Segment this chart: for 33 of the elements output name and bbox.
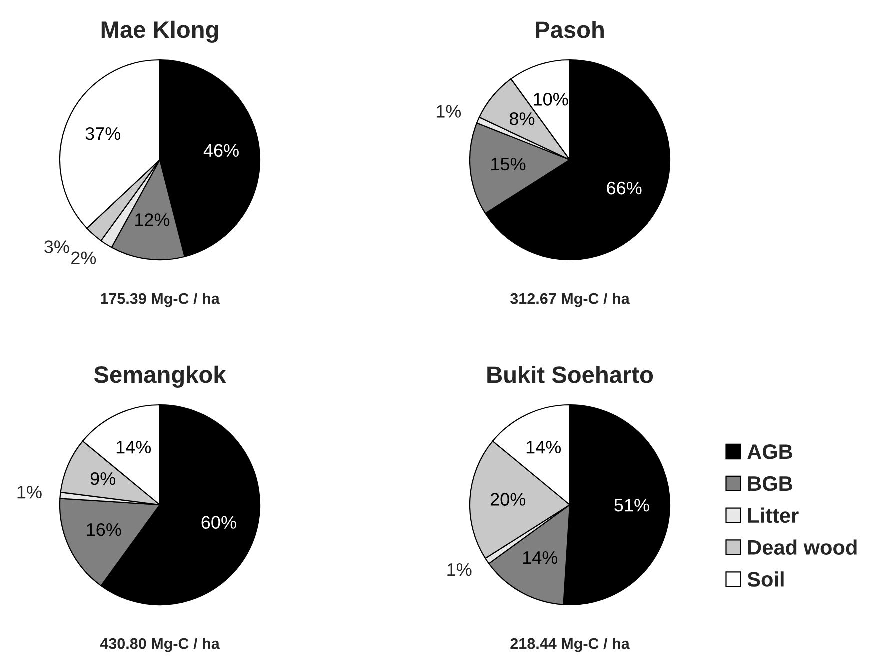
data-label: 3% (44, 240, 70, 254)
data-label: 15% (492, 158, 526, 171)
data-label: 9% (90, 472, 116, 486)
chart-title: Semangkok (94, 366, 226, 388)
legend-label: Dead wood (748, 540, 857, 556)
data-label: 20% (490, 493, 526, 506)
data-label: 12% (136, 214, 170, 226)
text: 430.80 Mg-C / ha (100, 638, 220, 652)
chart-title: Mae Klong (102, 20, 218, 43)
data-label: 2% (72, 252, 96, 264)
legend-label: BGB (748, 476, 792, 492)
text: 312.67 Mg-C / ha (510, 293, 630, 308)
data-label: 46% (204, 144, 239, 158)
data-label: 51% (614, 499, 650, 512)
text: 175.39 Mg-C / ha (101, 293, 220, 308)
data-label: 10% (534, 93, 568, 106)
text: 218.44 Mg-C / ha (510, 638, 630, 652)
data-label: 8% (510, 112, 535, 126)
data-label: 14% (116, 441, 152, 454)
data-label: 16% (87, 523, 122, 536)
data-label: 60% (202, 516, 236, 530)
legend-label: AGB (748, 444, 792, 460)
data-label: 37% (86, 127, 121, 140)
data-label: 66% (607, 182, 642, 195)
chart-title: Pasoh (536, 20, 604, 38)
data-label: 14% (523, 551, 558, 564)
data-label: 14% (526, 441, 562, 454)
data-label: 1% (436, 105, 462, 118)
chart-title: Bukit Soeharto (488, 366, 654, 384)
legend-label: Soil (748, 572, 784, 587)
data-label: 1% (448, 563, 472, 576)
data-label: 1% (18, 486, 42, 499)
legend-label: Litter (748, 508, 799, 524)
